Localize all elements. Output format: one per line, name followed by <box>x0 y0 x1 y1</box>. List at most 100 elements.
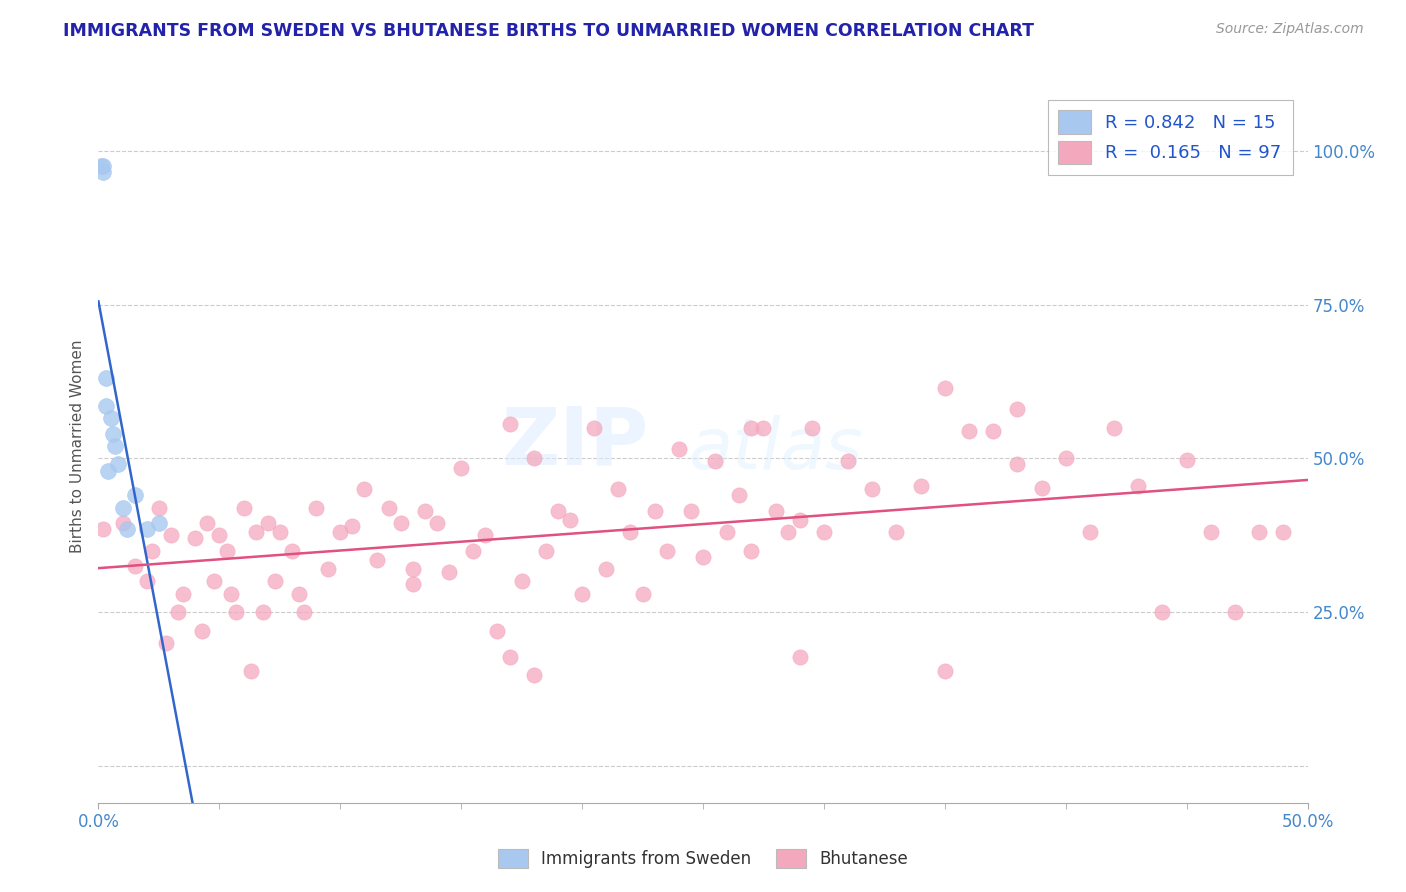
Point <box>583 420 606 434</box>
Point <box>1223 605 1246 619</box>
Point <box>752 420 775 434</box>
Point <box>1175 452 1198 467</box>
Point <box>607 482 630 496</box>
Point <box>402 577 425 591</box>
Point <box>463 543 485 558</box>
Point <box>510 574 533 589</box>
Point <box>316 562 339 576</box>
Point <box>245 525 267 540</box>
Point <box>1102 420 1125 434</box>
Point <box>740 543 762 558</box>
Point <box>523 451 546 466</box>
Point <box>789 650 811 665</box>
Text: ZIP: ZIP <box>502 403 648 482</box>
Point <box>1199 525 1222 540</box>
Point <box>1249 525 1271 540</box>
Point <box>934 664 956 678</box>
Point <box>305 500 328 515</box>
Point <box>111 516 134 530</box>
Point <box>1007 402 1029 417</box>
Point <box>692 549 714 564</box>
Point <box>239 664 262 678</box>
Point <box>860 482 883 496</box>
Point <box>91 165 114 179</box>
Point <box>90 159 112 173</box>
Text: IMMIGRANTS FROM SWEDEN VS BHUTANESE BIRTHS TO UNMARRIED WOMEN CORRELATION CHART: IMMIGRANTS FROM SWEDEN VS BHUTANESE BIRT… <box>63 22 1035 40</box>
Point <box>124 488 146 502</box>
Point <box>776 525 799 540</box>
Point <box>167 605 190 619</box>
Point <box>571 587 593 601</box>
Point <box>789 513 811 527</box>
Point <box>288 587 311 601</box>
Point <box>631 587 654 601</box>
Point <box>264 574 287 589</box>
Point <box>886 525 908 540</box>
Point <box>208 528 231 542</box>
Point <box>595 562 617 576</box>
Point <box>232 500 254 515</box>
Point <box>91 522 114 536</box>
Text: atlas: atlas <box>689 415 863 484</box>
Point <box>135 522 157 536</box>
Point <box>498 650 520 665</box>
Point <box>342 519 364 533</box>
Point <box>94 371 117 385</box>
Point <box>256 516 278 530</box>
Point <box>377 500 399 515</box>
Point <box>426 516 449 530</box>
Point <box>281 543 304 558</box>
Point <box>252 605 274 619</box>
Point <box>450 460 472 475</box>
Point <box>155 636 177 650</box>
Point <box>1054 451 1077 466</box>
Point <box>172 587 194 601</box>
Point <box>498 417 520 432</box>
Point <box>655 543 678 558</box>
Point <box>141 543 163 558</box>
Legend: R = 0.842   N = 15, R =  0.165   N = 97: R = 0.842 N = 15, R = 0.165 N = 97 <box>1047 100 1292 175</box>
Point <box>619 525 641 540</box>
Point <box>1078 525 1101 540</box>
Point <box>728 488 751 502</box>
Point <box>117 522 139 536</box>
Point <box>474 528 496 542</box>
Point <box>101 426 124 441</box>
Point <box>366 553 388 567</box>
Point <box>981 424 1004 438</box>
Point <box>91 159 114 173</box>
Point <box>225 605 247 619</box>
Point <box>837 454 859 468</box>
Point <box>679 503 702 517</box>
Point <box>148 516 170 530</box>
Point <box>437 565 460 579</box>
Point <box>1272 525 1295 540</box>
Point <box>934 380 956 394</box>
Point <box>558 513 581 527</box>
Point <box>204 574 226 589</box>
Point <box>215 543 238 558</box>
Point <box>644 503 666 517</box>
Point <box>100 411 122 425</box>
Point <box>184 531 207 545</box>
Point <box>97 464 120 478</box>
Point <box>353 482 375 496</box>
Point <box>1152 605 1174 619</box>
Point <box>547 503 569 517</box>
Point <box>1128 479 1150 493</box>
Point <box>1007 458 1029 472</box>
Point <box>135 574 157 589</box>
Point <box>668 442 690 456</box>
Point <box>716 525 738 540</box>
Point <box>269 525 291 540</box>
Point <box>740 420 762 434</box>
Point <box>800 420 823 434</box>
Point <box>402 562 425 576</box>
Point <box>910 479 932 493</box>
Point <box>413 503 436 517</box>
Point <box>813 525 835 540</box>
Point <box>111 500 134 515</box>
Point <box>148 500 170 515</box>
Point <box>534 543 557 558</box>
Text: Source: ZipAtlas.com: Source: ZipAtlas.com <box>1216 22 1364 37</box>
